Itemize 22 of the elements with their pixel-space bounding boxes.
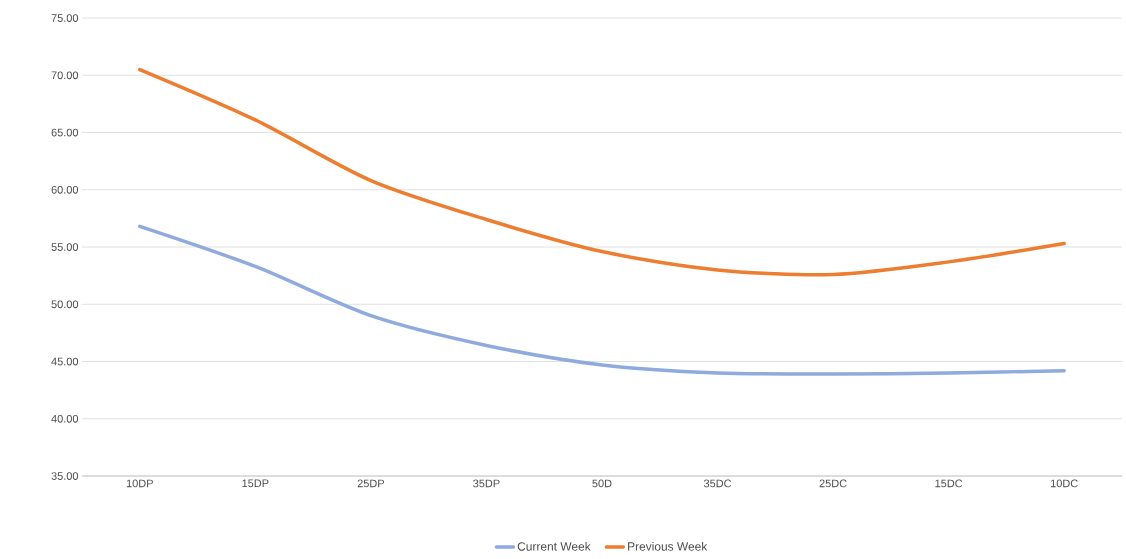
legend-label: Previous Week (628, 541, 708, 551)
y-tick-label: 40.00 (51, 414, 79, 423)
legend-label: Current Week (517, 541, 591, 551)
x-tick-label: 35DP (473, 479, 500, 488)
line-series (138, 224, 1066, 376)
y-tick-label: 70.00 (51, 71, 79, 80)
x-tick-label: 10DC (1051, 479, 1078, 488)
x-tick-label: 10DP (126, 479, 153, 488)
y-tick-label: 60.00 (51, 185, 79, 194)
y-tick-label: 50.00 (51, 300, 79, 309)
x-tick-label: 25DC (819, 479, 847, 488)
y-tick-label: 45.00 (51, 357, 79, 366)
x-tick-label: 35DC (703, 479, 732, 488)
x-tick-label: 25DP (357, 479, 384, 488)
x-tick-label: 15DP (242, 479, 269, 488)
line-series (138, 67, 1066, 277)
x-tick-label: 15DC (935, 479, 963, 488)
y-tick-label: 75.00 (51, 14, 79, 22)
y-tick-label: 55.00 (51, 243, 79, 251)
y-tick-label: 35.00 (51, 472, 79, 480)
y-tick-label: 65.00 (51, 128, 79, 137)
x-tick-label: 50D (592, 479, 612, 488)
